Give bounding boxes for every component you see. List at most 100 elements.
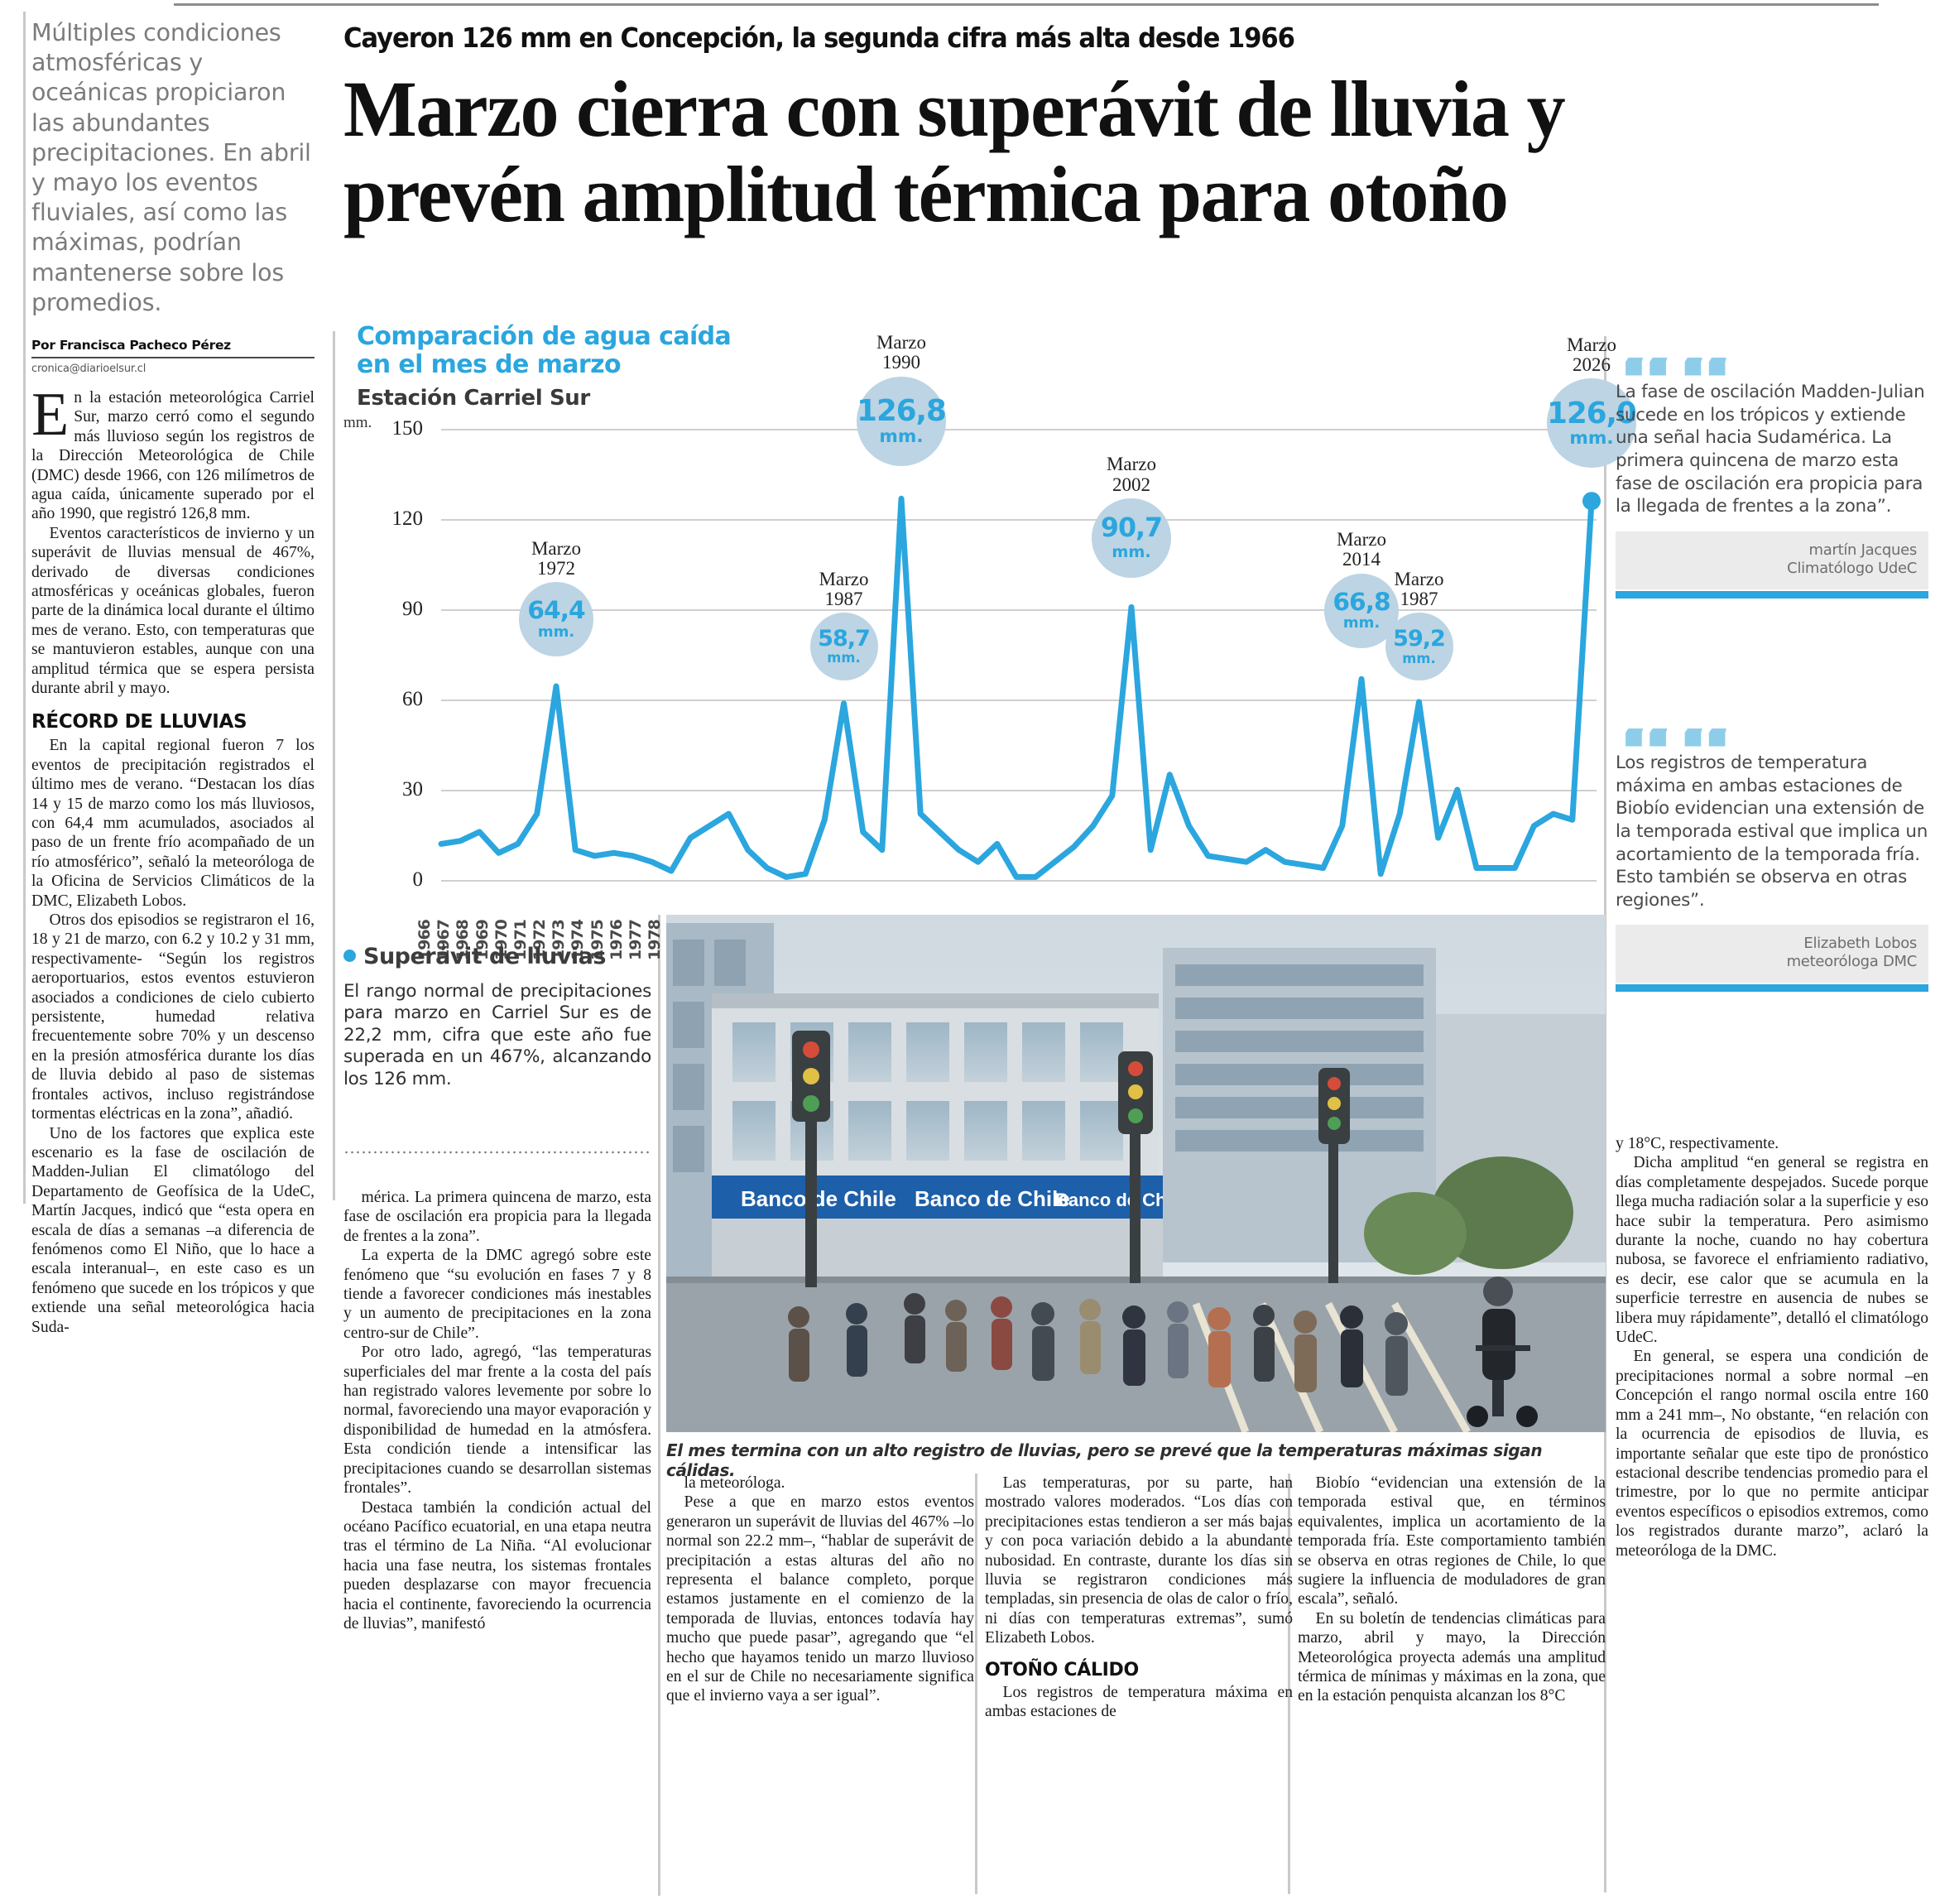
chart-title-line2: en el mes de marzo — [357, 349, 622, 379]
pull-quote-2: ““ Los registros de temperatura máxima e… — [1616, 728, 1928, 993]
lead-paragraph-4: Otros dos episodios se registraron el 16… — [31, 911, 315, 1123]
quote-mark-icon: ““ — [1616, 728, 1928, 780]
section-heading-record: RÉCORD DE LLUVIAS — [31, 711, 247, 733]
pull-quote-1-text: La fase de oscilación Madden-Julian suce… — [1616, 382, 1925, 517]
rainfall-chart: Comparación de agua caída en el mes de m… — [343, 322, 1637, 960]
callout-value: 59,2 — [1393, 626, 1446, 652]
y-axis-tick: 60 — [402, 688, 423, 710]
chart-callout: Marzo 1990 126,8 mm. — [827, 333, 976, 466]
superavit-box: Superávit de lluvias El rango normal de … — [343, 944, 651, 1090]
bottom-column-2: Las temperaturas, por su parte, han most… — [985, 1474, 1293, 1721]
col2-paragraph-2: La experta de la DMC agregó sobre este f… — [343, 1247, 651, 1342]
bottom-col2-divider — [975, 1474, 977, 1894]
photo-illustration: Banco de Chile Banco de Chile Banco de C… — [666, 915, 1606, 1432]
callout-unit: mm. — [1342, 614, 1381, 632]
callout-unit: mm. — [1569, 428, 1614, 450]
callout-label: Marzo 2026 — [1566, 334, 1617, 376]
r-paragraph-2: Dicha amplitud “en general se registra e… — [1616, 1154, 1928, 1347]
superavit-box-title-text: Superávit de lluvias — [363, 944, 606, 969]
chart-y-unit: mm. — [343, 414, 372, 431]
callout-unit: mm. — [827, 650, 861, 666]
headline-kicker: Cayeron 126 mm en Concepción, la segunda… — [343, 22, 1295, 54]
chart-callout: Marzo 2014 66,8 mm. — [1287, 529, 1436, 648]
gridline — [441, 790, 1597, 791]
chart-callout: Marzo 2002 90,7 mm. — [1057, 454, 1206, 578]
rainfall-line — [438, 495, 1595, 880]
bottom-column-1: la meteoróloga. Pese a que en marzo esto… — [666, 1474, 974, 1706]
callout-bubble: 58,7 mm. — [809, 613, 878, 680]
callout-unit: mm. — [1402, 650, 1436, 666]
chart-callout: Marzo 1987 59,2 mm. — [1345, 568, 1494, 681]
page-title: Marzo cierra con superávit de lluvia y p… — [343, 65, 1566, 238]
lead-paragraph-3: En la capital regional fueron 7 los even… — [31, 737, 315, 910]
callout-label: Marzo 2014 — [1336, 529, 1387, 570]
r-paragraph-1: y 18°C, respectivamente. — [1616, 1135, 1779, 1152]
lead-paragraph-1-text: n la estación meteorológica Carriel Sur,… — [31, 388, 315, 523]
photo-left-divider — [658, 915, 660, 1896]
lead-column: Múltiples condiciones atmosféricas y oce… — [31, 18, 315, 1337]
chart-callout: Marzo 2026 126,0 mm. — [1517, 334, 1666, 469]
callout-unit: mm. — [537, 623, 575, 642]
callout-unit: mm. — [1112, 541, 1151, 561]
photo-caption: El mes termina con un alto registro de l… — [666, 1440, 1543, 1480]
article-deck: Múltiples condiciones atmosféricas y oce… — [31, 19, 311, 316]
b2-paragraph-2: Los registros de temperatura máxima en a… — [985, 1683, 1293, 1721]
gridline — [441, 429, 1597, 430]
b1-paragraph-2: Pese a que en marzo estos eventos genera… — [666, 1493, 974, 1705]
chart-title: Comparación de agua caída en el mes de m… — [357, 322, 732, 379]
quote-mark-icon: ““ — [1616, 358, 1928, 409]
pull-quote-2-bar — [1616, 984, 1928, 993]
pull-quote-1-attribution: martín Jacques Climatólogo UdeC — [1616, 531, 1928, 589]
callout-bubble: 59,2 mm. — [1385, 613, 1453, 681]
callout-value: 90,7 — [1100, 513, 1163, 544]
pull-quote-2-author: Elizabeth Lobos — [1803, 935, 1917, 953]
gridline — [441, 880, 1597, 882]
callout-unit: mm. — [879, 426, 924, 447]
callout-label: Marzo 2002 — [1106, 454, 1157, 495]
col2-paragraph-4: Destaca también la condición actual del … — [343, 1498, 651, 1632]
lead-paragraph-5: Uno de los factores que explica este esc… — [31, 1124, 315, 1336]
section-heading-otono: OTOÑO CÁLIDO — [985, 1659, 1139, 1680]
drop-cap: E — [31, 380, 70, 449]
last-point-marker — [1582, 492, 1601, 511]
y-axis-tick: 90 — [402, 598, 423, 620]
b3-paragraph-1: Biobío “evidencian una extensión de la t… — [1298, 1474, 1606, 1608]
chart-title-line1: Comparación de agua caída — [357, 322, 732, 351]
chart-subtitle: Estación Carriel Sur — [357, 386, 590, 411]
pull-quote-1-role: Climatólogo UdeC — [1787, 559, 1917, 577]
y-axis-tick: 150 — [391, 417, 424, 440]
chart-callout: Marzo 1972 64,4 mm. — [482, 538, 631, 657]
callout-label: Marzo 1987 — [1394, 568, 1444, 610]
gridline — [441, 519, 1597, 521]
chart-plot-area — [438, 429, 1601, 880]
chart-left-divider — [333, 331, 335, 1200]
col2-paragraph-3: Por otro lado, agregó, “las temperaturas… — [343, 1344, 651, 1498]
r-paragraph-3: En general, se espera una condición de p… — [1616, 1348, 1928, 1560]
byline-block: Por Francisca Pacheco Pérez cronica@diar… — [31, 338, 315, 375]
lead-paragraph-2: Eventos característicos de invierno y un… — [31, 524, 315, 697]
top-rule — [174, 3, 1879, 6]
callout-value: 126,0 — [1547, 396, 1637, 430]
callout-value: 66,8 — [1333, 587, 1390, 617]
callout-bubble: 90,7 mm. — [1092, 498, 1171, 578]
pull-quote-1-author: martín Jacques — [1808, 541, 1918, 559]
left-column-divider — [23, 12, 26, 1204]
pull-quote-2-text: Los registros de temperatura máxima en a… — [1616, 752, 1928, 911]
svg-text:Banco de Chile: Banco de Chile — [741, 1186, 896, 1211]
y-axis-tick: 120 — [391, 507, 424, 530]
callout-label: Marzo 1972 — [531, 538, 582, 579]
gridline — [441, 609, 1597, 611]
pull-quote-1: ““ La fase de oscilación Madden-Julian s… — [1616, 358, 1928, 599]
gridline — [441, 700, 1597, 701]
headline-area: Cayeron 126 mm en Concepción, la segunda… — [343, 22, 1635, 237]
y-axis-tick: 30 — [402, 778, 423, 801]
b2-paragraph-1: Las temperaturas, por su parte, han most… — [985, 1474, 1293, 1647]
dotted-separator — [343, 1151, 651, 1154]
bottom-column-3: Biobío “evidencian una extensión de la t… — [1298, 1474, 1606, 1706]
bullet-dot-icon — [343, 950, 356, 962]
rainfall-line-series — [438, 492, 1601, 880]
bottom-col3-divider — [1288, 1474, 1290, 1894]
